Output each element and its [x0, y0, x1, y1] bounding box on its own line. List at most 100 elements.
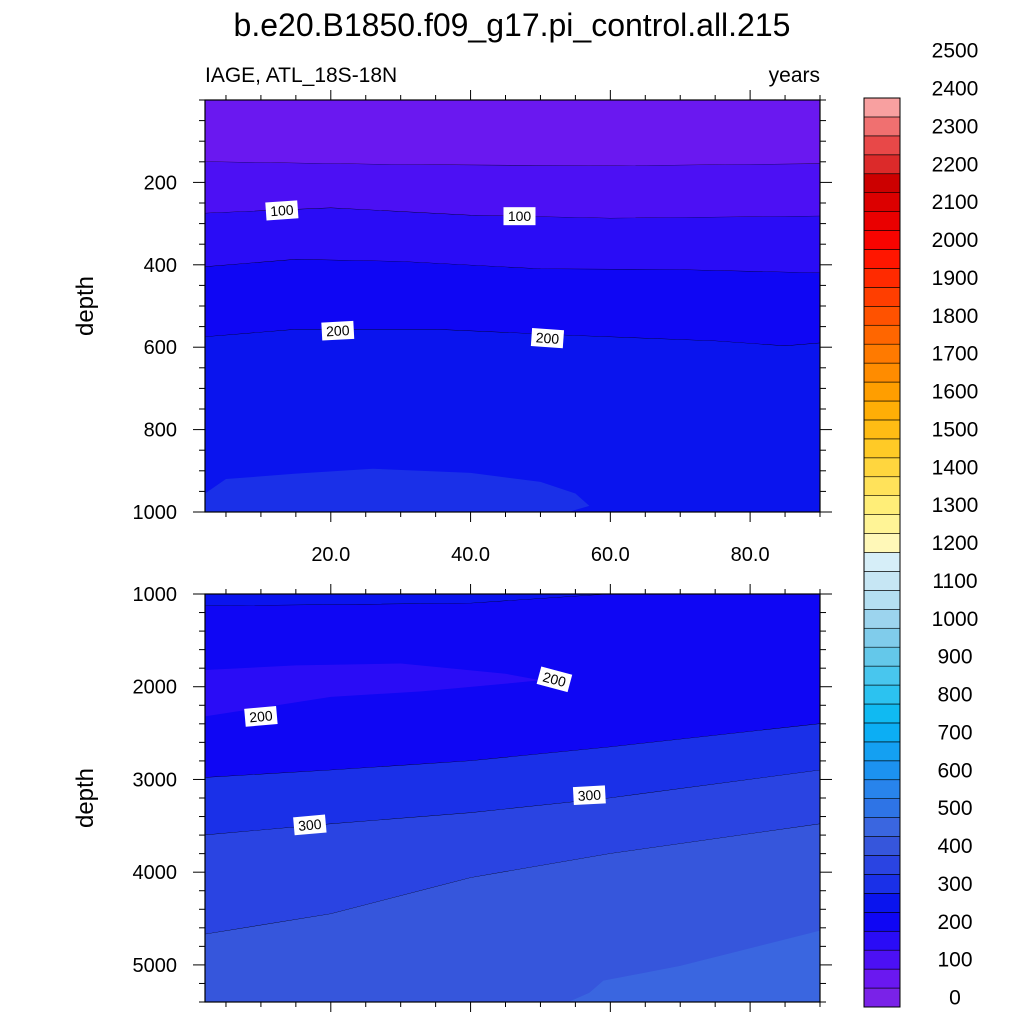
colorbar-box — [863, 135, 901, 156]
colorbar-label: 1600 — [932, 381, 979, 404]
y-axis-label: depth — [72, 276, 99, 336]
colorbar-label: 2000 — [932, 229, 979, 252]
contour-label: 200 — [530, 328, 565, 349]
contour-label: 100 — [503, 207, 536, 226]
contour-band-450-6 — [568, 930, 820, 1002]
contour-band-50-1 — [205, 100, 820, 166]
colorbar-label: 1200 — [932, 532, 979, 555]
colorbar-box — [863, 533, 901, 553]
colorbar-label: 100 — [937, 949, 972, 972]
colorbar-box — [863, 324, 901, 345]
y-tick-label: 200 — [144, 172, 177, 194]
colorbar-box — [863, 817, 901, 837]
colorbar-box — [863, 760, 901, 781]
colorbar-label: 600 — [937, 759, 972, 782]
colorbar-box — [863, 438, 901, 459]
colorbar-box — [863, 116, 901, 137]
colorbar-box — [863, 192, 901, 212]
subtitle-left: IAGE, ATL_18S-18N — [205, 64, 397, 87]
y-tick-label: 2000 — [133, 677, 178, 699]
contour-band-150-2 — [205, 663, 541, 717]
colorbar-box — [863, 457, 901, 478]
colorbar-label: 1800 — [932, 305, 979, 328]
colorbar-box — [863, 514, 901, 534]
contour-label-box — [503, 207, 536, 226]
contour-label-box — [293, 814, 327, 836]
colorbar-box — [863, 703, 901, 724]
y-tick-label: 4000 — [133, 862, 178, 884]
colorbar-box — [863, 381, 901, 402]
colorbar-label: 1700 — [932, 343, 979, 366]
x-tick-label: 80.0 — [731, 544, 770, 566]
contour-label-text: 200 — [326, 322, 350, 339]
contour-label-box — [572, 785, 606, 806]
contour-band-100-2 — [205, 161, 820, 219]
colorbar-box — [863, 495, 901, 515]
colorbar-box — [863, 552, 901, 572]
x-tick-label: 20.0 — [311, 544, 350, 566]
contour-band-350-4 — [205, 770, 820, 935]
contour-line — [205, 823, 820, 935]
contour-fills: 100 100 200 200 — [205, 100, 820, 512]
colorbar-label: 500 — [937, 797, 972, 820]
y-tick-label: 600 — [144, 337, 177, 359]
contour-label-text: 200 — [249, 707, 274, 725]
colorbar-box — [863, 154, 901, 175]
colorbar-label: 800 — [937, 684, 972, 707]
colorbar-box — [863, 249, 901, 269]
y-tick-label: 400 — [144, 255, 177, 277]
colorbar-label: 0 — [949, 987, 961, 1010]
upper-depth-panel: 100 100 200 200 20.0 40.0 60.0 80.0 200 400 600 800… — [72, 90, 832, 566]
colorbar-box — [863, 287, 901, 307]
colorbar-box — [863, 855, 901, 875]
contour-label-text: 100 — [270, 202, 295, 220]
colorbar-label: 200 — [937, 911, 972, 934]
colorbar-label: 1400 — [932, 456, 979, 479]
contour-label-text: 200 — [535, 329, 560, 347]
y-tick-label: 800 — [144, 420, 177, 442]
contour-band-250-0 — [205, 594, 820, 607]
colorbar-box — [863, 571, 901, 591]
contour-label-box — [321, 320, 355, 341]
y-tick-label: 3000 — [133, 769, 178, 791]
colorbar-box — [863, 97, 901, 118]
colorbar-box — [863, 798, 901, 818]
chart-title: b.e20.B1850.f09_g17.pi_control.all.215 — [234, 7, 791, 43]
colorbar-box — [863, 684, 901, 705]
colorbar-box — [863, 362, 901, 383]
colorbar-frame — [863, 97, 901, 1008]
colorbar-label: 300 — [937, 873, 972, 896]
colorbar-label: 2100 — [932, 191, 979, 214]
colorbar-box — [863, 930, 901, 951]
lower-depth-panel: 200 200 300 300 1000 2000 3000 4000 5000 depth — [72, 584, 832, 1012]
contour-fills: 200 200 300 300 — [205, 594, 820, 1002]
colorbar-box — [863, 627, 901, 648]
colorbar-label: 2500 — [932, 40, 979, 63]
colorbar-box — [863, 665, 901, 686]
colorbar-label: 900 — [937, 646, 972, 669]
colorbar-box — [863, 268, 901, 288]
contour-label-text: 200 — [541, 669, 568, 691]
contour-label: 300 — [572, 785, 606, 806]
subtitle-right: years — [769, 64, 820, 87]
colorbar-box — [863, 874, 901, 894]
contour-label-text: 100 — [508, 208, 532, 224]
contour-band-250-5 — [205, 329, 820, 512]
colorbar-box — [863, 646, 901, 667]
colorbar-box — [863, 912, 901, 932]
colorbar-box — [863, 722, 901, 743]
contour-label-box — [244, 706, 278, 727]
colorbar-box — [863, 949, 901, 970]
y-tick-label: 1000 — [133, 584, 178, 606]
colorbar-label: 1300 — [932, 494, 979, 517]
contour-band-400-5 — [205, 823, 820, 1002]
colorbar-box — [863, 741, 901, 762]
colorbar-box — [863, 419, 901, 440]
colorbar-label: 1100 — [932, 570, 977, 593]
colorbar-box — [863, 476, 901, 496]
colorbar-box — [863, 968, 901, 989]
contour-label-box — [536, 666, 573, 693]
colorbar-label: 1000 — [932, 608, 979, 631]
colorbar-box — [863, 609, 901, 629]
